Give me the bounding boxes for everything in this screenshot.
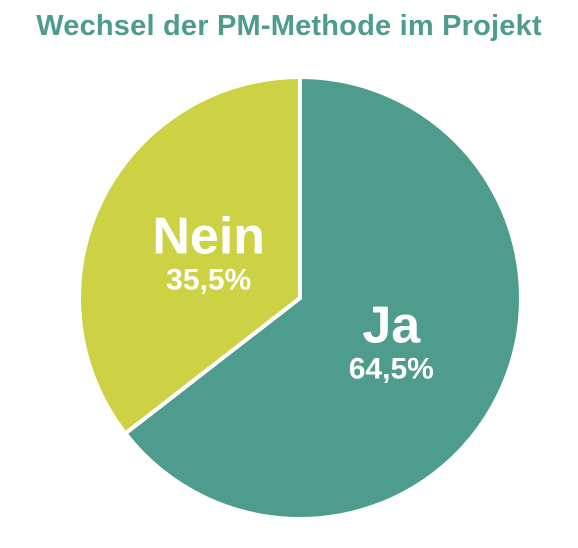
slice-value-nein: 35,5%	[166, 263, 251, 296]
pie-slice-ja	[123, 75, 523, 521]
slice-value-ja: 64,5%	[349, 353, 434, 386]
chart-title: Wechsel der PM-Methode im Projekt	[36, 10, 542, 42]
pie-slices	[77, 75, 523, 521]
slice-label-nein: Nein	[152, 207, 265, 265]
slice-label-ja: Ja	[362, 297, 421, 355]
pie-slice-nein	[77, 75, 302, 436]
